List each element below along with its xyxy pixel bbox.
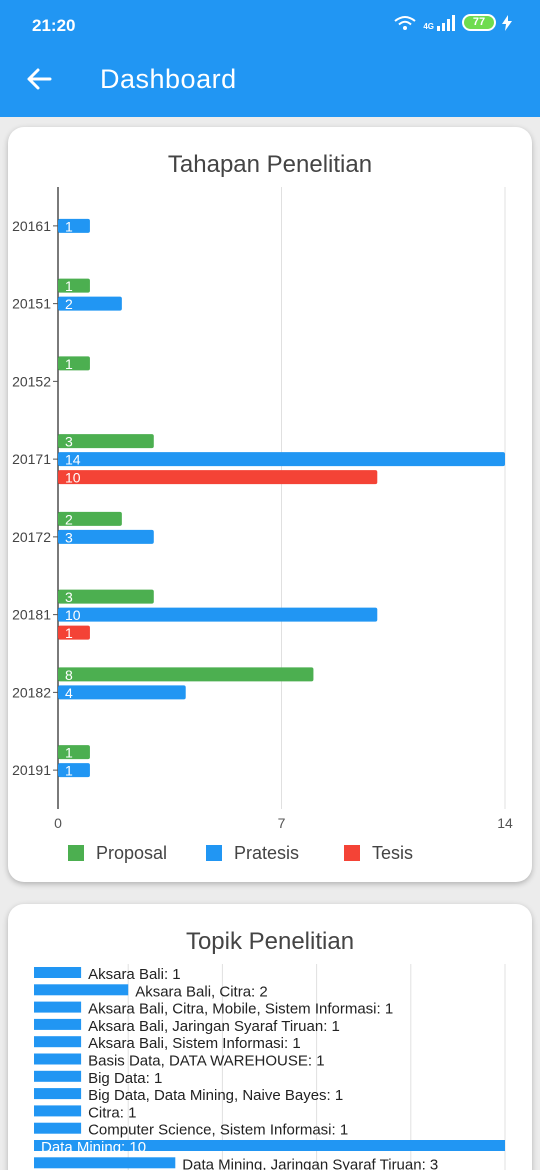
legend-swatch-pratesis (206, 845, 222, 861)
x-tick-label: 14 (497, 815, 513, 831)
legend-label-pratesis: Pratesis (234, 843, 299, 863)
bar-data-label: 1 (65, 356, 73, 372)
charging-icon (502, 14, 512, 31)
topic-bar-label: Big Data: 1 (88, 1070, 162, 1087)
bar-pratesis (58, 452, 505, 467)
y-tick-label: 20151 (12, 296, 51, 312)
topic-bar (34, 1157, 176, 1169)
back-arrow-icon[interactable] (24, 64, 54, 99)
y-tick-label: 20152 (12, 373, 51, 389)
y-tick-label: 20172 (12, 529, 51, 545)
bar-tesis (58, 625, 90, 640)
bar-data-label: 3 (65, 529, 73, 545)
bar-pratesis (58, 685, 186, 700)
topic-bar-label: Data Mining, Jaringan Syaraf Tiruan: 3 (182, 1156, 438, 1170)
x-tick-label: 7 (278, 815, 286, 831)
topic-bar-label: Aksara Bali, Jaringan Syaraf Tiruan: 1 (88, 1018, 340, 1035)
topic-bar (34, 1001, 82, 1013)
bar-proposal (58, 745, 90, 760)
topic-bar-label: Aksara Bali, Citra: 2 (135, 983, 268, 1000)
topic-bar-label: Data Mining: 10 (41, 1139, 146, 1156)
legend-swatch-proposal (68, 845, 84, 861)
bar-pratesis (58, 763, 90, 778)
bar-pratesis (58, 218, 90, 233)
topic-bar-label: Basis Data, DATA WAREHOUSE: 1 (88, 1053, 324, 1070)
bar-data-label: 3 (65, 434, 73, 450)
page-title: Dashboard (100, 64, 237, 94)
bar-proposal (58, 589, 154, 604)
bar-tesis (58, 470, 378, 485)
bar-data-label: 1 (65, 218, 73, 234)
topik-chart-card: Topik Penelitian Aksara Bali: 1 Aksara Ba… (8, 904, 532, 1170)
bar-data-label: 2 (65, 296, 73, 312)
bar-data-label: 3 (65, 589, 73, 605)
wifi-icon (393, 15, 417, 31)
legend-label-proposal: Proposal (96, 843, 167, 863)
bar-data-label: 1 (65, 625, 73, 641)
topic-bar (34, 1036, 82, 1048)
bar-pratesis (58, 607, 378, 622)
x-tick-label: 0 (54, 815, 62, 831)
topic-bar-label: Citra: 1 (88, 1104, 136, 1121)
topic-bar (34, 984, 129, 996)
battery-icon: 77 (462, 14, 496, 31)
network-type-label: 4G (423, 21, 434, 31)
chart-title: Tahapan Penelitian (167, 151, 373, 178)
y-tick-label: 20181 (12, 607, 51, 623)
topic-bar-label: Aksara Bali, Sistem Informasi: 1 (88, 1035, 301, 1052)
bar-data-label: 1 (65, 278, 73, 294)
bar-proposal (58, 667, 314, 682)
topic-bar-label: Aksara Bali, Citra, Mobile, Sistem Infor… (88, 1001, 393, 1018)
bar-data-label: 10 (65, 470, 81, 486)
bar-data-label: 4 (65, 685, 73, 701)
bar-pratesis (58, 529, 154, 544)
bar-proposal (58, 434, 154, 449)
topic-bar-label: Aksara Bali: 1 (88, 966, 181, 983)
bar-data-label: 10 (65, 607, 81, 623)
app-bar: 21:20 4G 77 Dashboard (0, 0, 540, 117)
topic-bar (34, 1105, 82, 1117)
signal-icon: 4G (423, 14, 456, 31)
topic-bar-label: Computer Science, Sistem Informasi: 1 (88, 1122, 348, 1139)
status-icons: 4G 77 (393, 14, 512, 31)
status-time: 21:20 (32, 16, 76, 35)
y-tick-label: 20182 (12, 684, 51, 700)
bar-proposal (58, 356, 90, 371)
bar-pratesis (58, 296, 122, 311)
bar-data-label: 14 (65, 452, 81, 468)
bar-data-label: 8 (65, 667, 73, 683)
topic-bar (34, 1140, 505, 1151)
tahapan-chart-card: Tahapan Penelitian 0 7 14 20161 1 20151 1 2 2015… (8, 127, 532, 882)
legend-swatch-tesis (344, 845, 360, 861)
y-tick-label: 20171 (12, 451, 51, 467)
topic-bar-label: Big Data, Data Mining, Naive Bayes: 1 (88, 1087, 343, 1104)
topic-bar (34, 1070, 82, 1082)
topic-bar (34, 1053, 82, 1065)
bar-proposal (58, 511, 122, 526)
y-tick-label: 20191 (12, 762, 51, 778)
bar-data-label: 1 (65, 745, 73, 761)
topic-bar (34, 1018, 82, 1030)
y-tick-label: 20161 (12, 218, 51, 234)
bar-data-label: 1 (65, 763, 73, 779)
legend-label-tesis: Tesis (372, 843, 413, 863)
bar-proposal (58, 278, 90, 293)
topic-bar (34, 1122, 82, 1134)
topic-bar (34, 967, 82, 978)
topic-bar (34, 1088, 82, 1100)
bar-data-label: 2 (65, 511, 73, 527)
chart-title: Topik Penelitian (185, 928, 355, 955)
